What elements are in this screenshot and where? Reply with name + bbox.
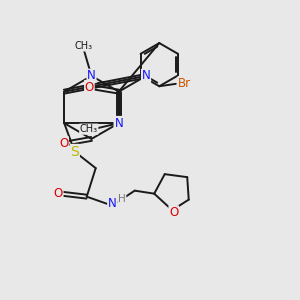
Text: H: H [118,194,126,204]
Text: O: O [59,137,68,150]
Text: N: N [142,69,150,82]
Text: N: N [114,117,123,130]
Text: O: O [54,187,63,200]
Text: Br: Br [178,77,191,90]
Text: O: O [85,81,94,94]
Text: S: S [70,145,79,159]
Text: CH₃: CH₃ [80,124,98,134]
Text: N: N [87,69,96,82]
Text: CH₃: CH₃ [75,41,93,51]
Text: N: N [108,197,117,210]
Text: O: O [169,206,178,219]
Text: N: N [114,117,123,130]
